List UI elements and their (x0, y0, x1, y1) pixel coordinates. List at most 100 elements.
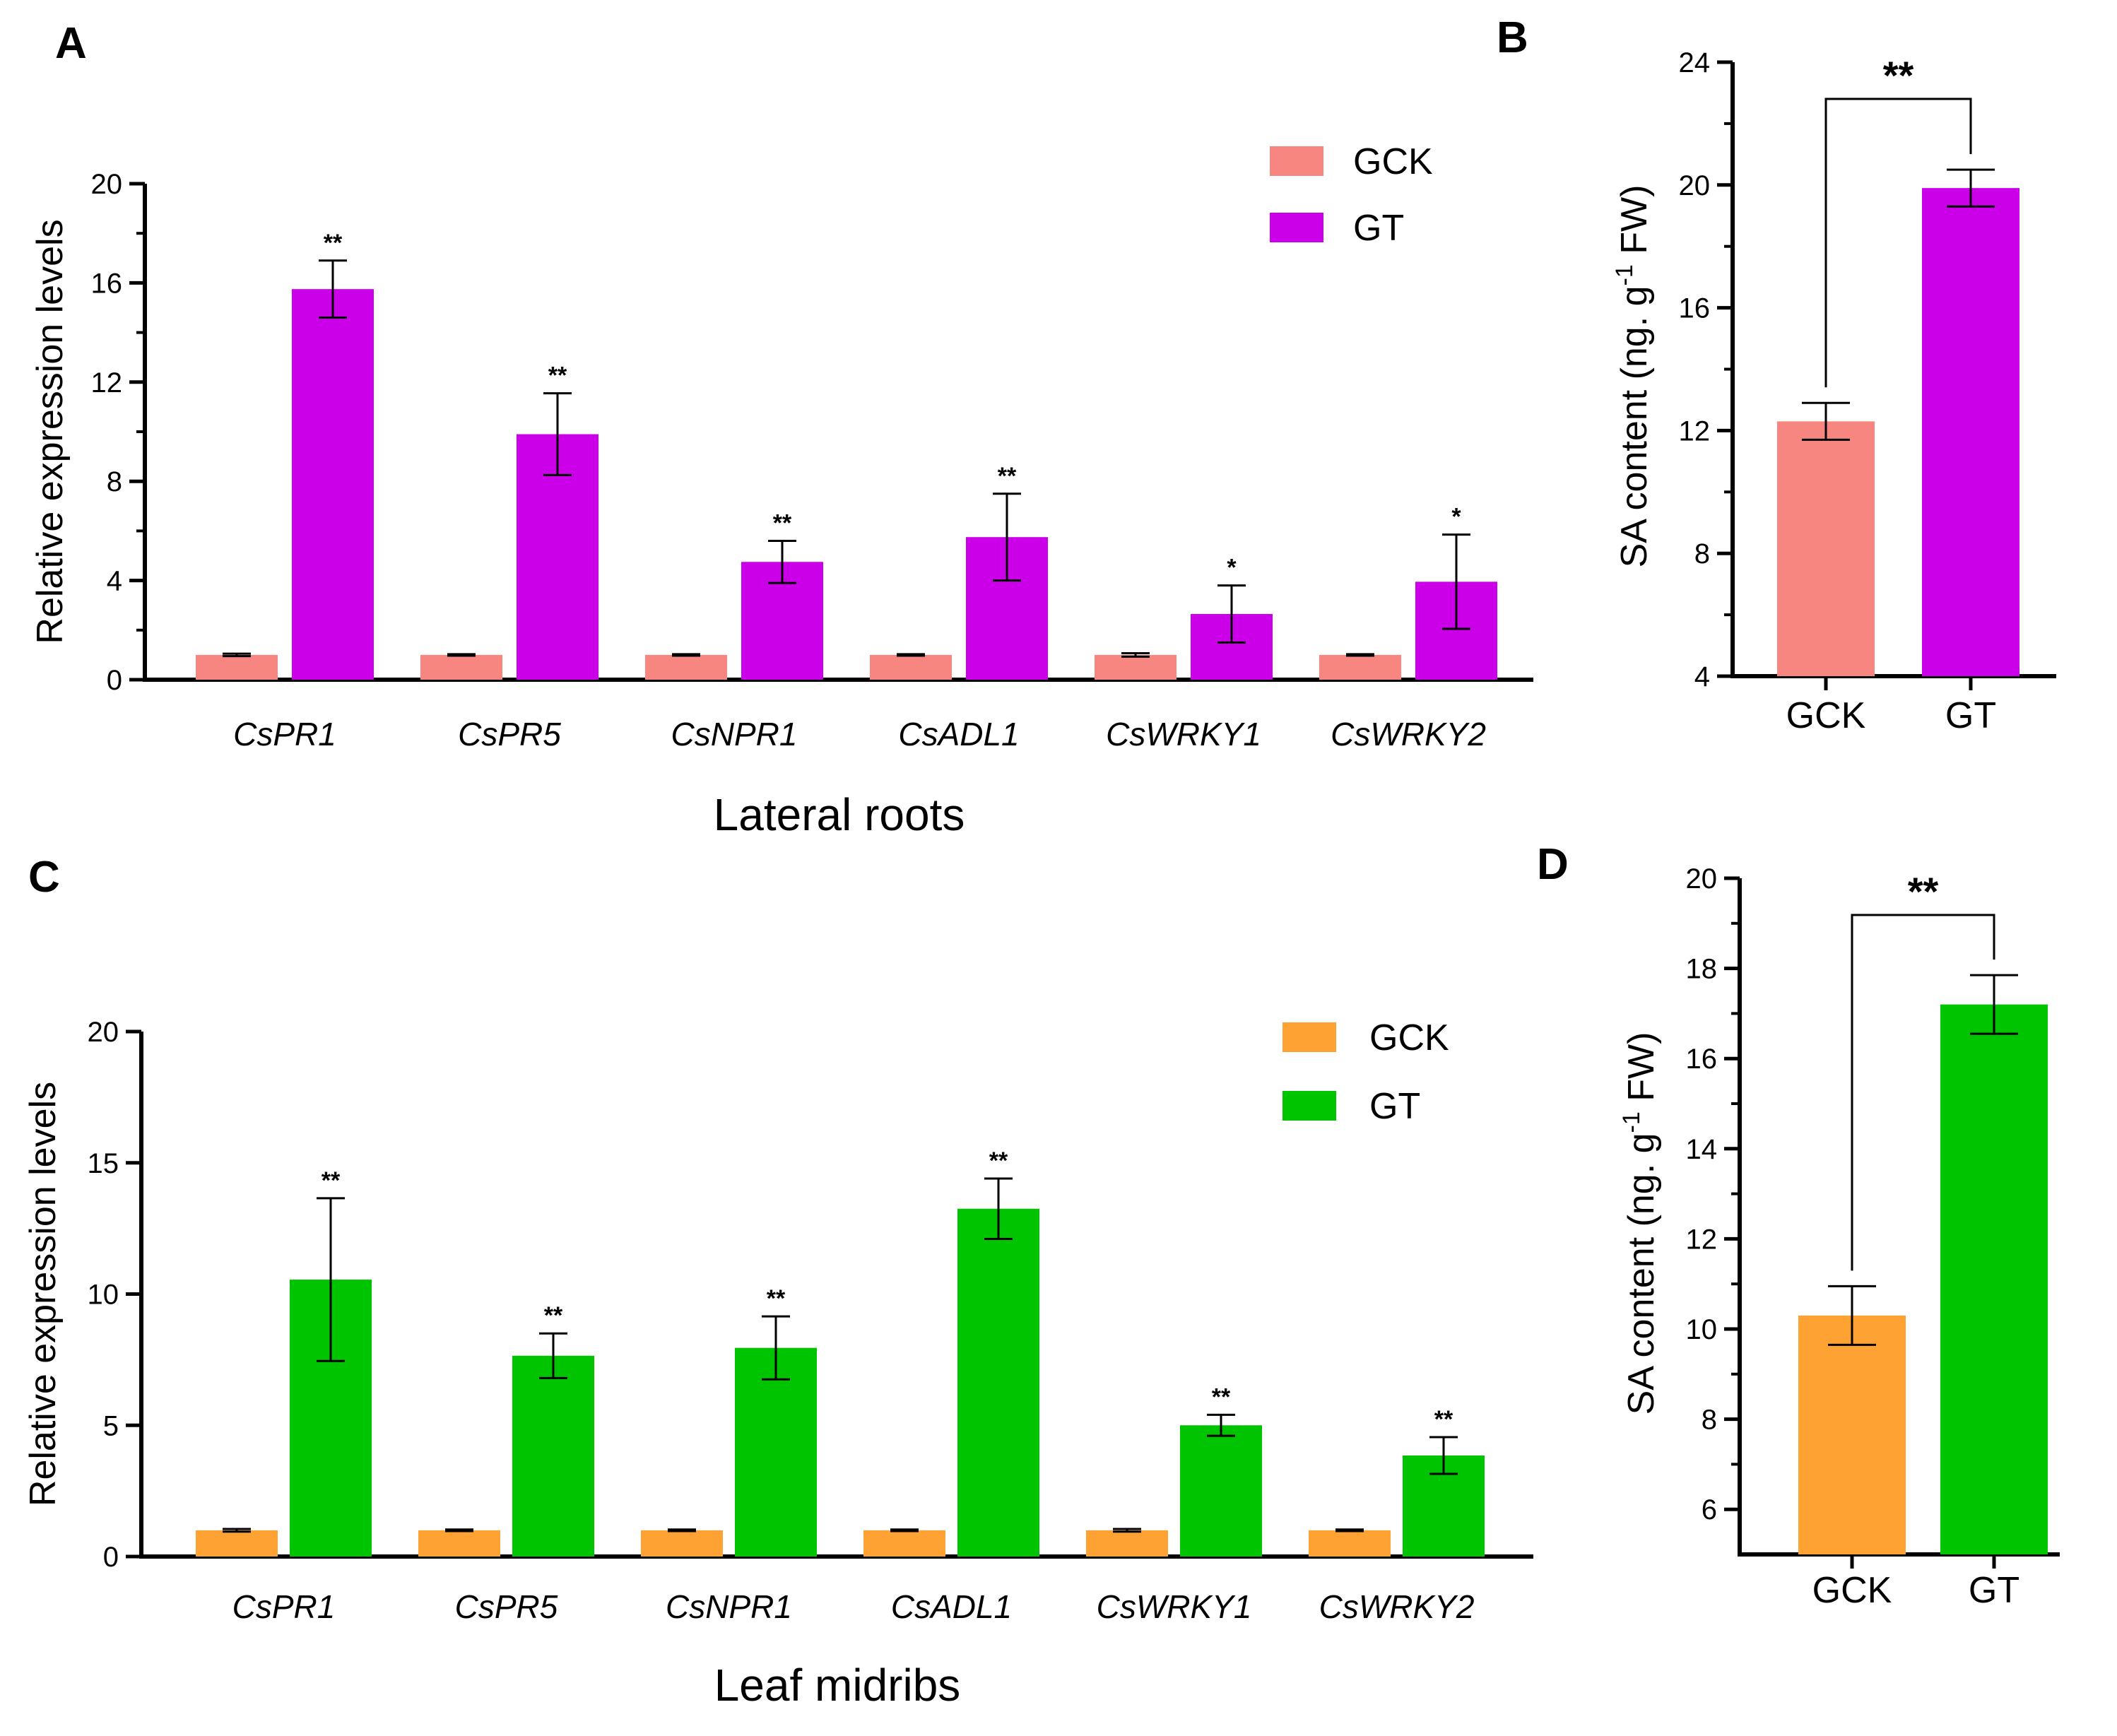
significance-marker: ** (322, 1167, 341, 1194)
bar-gck (1777, 421, 1875, 676)
significance-marker: ** (324, 230, 343, 256)
significance-marker: * (1227, 555, 1237, 581)
panel-d: D 6 8 10 12 14 16 18 20 GCK GT ** SA content (ng. g-… (1537, 840, 2060, 1611)
bar-gck-csadl1 (870, 654, 952, 680)
y-tick-label: 16 (1686, 1044, 1718, 1075)
x-axis-title: Leaf midribs (714, 1660, 961, 1711)
bar-gt-csnpr1 (735, 1347, 817, 1557)
y-axis-title-superscript: -1 (1618, 1111, 1645, 1133)
legend-label-gt: GT (1369, 1086, 1420, 1127)
y-axis-title: Relative expression levels (30, 219, 71, 644)
panel-b: B 4 8 12 16 20 24 GCK GT ** SA content (ng. g-1 FW… (1497, 13, 2056, 736)
x-category-label: CsWRKY2 (1331, 716, 1486, 752)
bar-gck-cswrky2 (1309, 1530, 1391, 1557)
bar-gck-cswrky1 (1095, 654, 1177, 680)
y-tick-label: 24 (1679, 47, 1711, 78)
y-tick-label: 15 (88, 1148, 119, 1179)
y-tick-label: 20 (1686, 863, 1718, 894)
bar-gt-cspr5 (512, 1355, 594, 1557)
legend-swatch-gt (1282, 1091, 1336, 1121)
y-axis-title-part: SA content (ng. g (1614, 285, 1655, 567)
x-category-label: CsWRKY1 (1106, 716, 1261, 752)
y-tick-label: 6 (1702, 1494, 1717, 1525)
y-tick-label: 12 (1686, 1224, 1718, 1255)
y-tick-label: 12 (1679, 415, 1711, 447)
significance-marker: ** (1908, 869, 1939, 914)
bar-gck-cspr1 (196, 1530, 278, 1557)
bar-gck-cspr1 (196, 654, 278, 680)
bar-gck (1798, 1315, 1906, 1554)
y-tick-label: 14 (1686, 1134, 1718, 1165)
x-category-label: CsPR1 (233, 716, 336, 752)
y-tick-label: 20 (1679, 170, 1711, 201)
bar-gck-cswrky2 (1319, 654, 1401, 680)
significance-marker: ** (767, 1285, 786, 1312)
bar-gck-csnpr1 (641, 1530, 723, 1557)
y-tick-label: 4 (1694, 661, 1710, 692)
y-tick-label: 0 (107, 665, 122, 696)
bar-gt (1940, 1004, 2048, 1554)
bar-gt (1922, 188, 2019, 676)
bar-gck-csadl1 (863, 1530, 945, 1557)
legend-swatch-gt (1270, 213, 1323, 242)
x-category-label: CsWRKY2 (1319, 1588, 1475, 1625)
legend-swatch-gck (1270, 146, 1323, 176)
significance-marker: ** (989, 1147, 1008, 1174)
legend-label-gt: GT (1353, 208, 1404, 249)
y-tick-label: 16 (91, 268, 123, 299)
x-axis-title: Lateral roots (714, 789, 965, 840)
y-tick-label: 16 (1679, 293, 1711, 324)
significance-marker: ** (773, 509, 792, 536)
panel-letter: A (55, 19, 87, 68)
significance-bracket (1824, 98, 1972, 388)
y-tick-label: 10 (1686, 1314, 1718, 1345)
panel-letter: D (1537, 840, 1569, 889)
panel-letter: C (28, 853, 60, 902)
x-category-label: CsNPR1 (671, 716, 798, 752)
bar-gt-csadl1 (957, 1208, 1039, 1557)
significance-marker: ** (1883, 53, 1914, 98)
y-tick-label: 8 (1694, 538, 1710, 569)
bar-gt-cspr1 (292, 289, 374, 680)
bar-gck-cswrky1 (1086, 1530, 1168, 1557)
x-category-label: CsNPR1 (666, 1588, 792, 1625)
y-tick-label: 20 (91, 169, 123, 200)
significance-marker: ** (1434, 1406, 1453, 1433)
y-tick-label: 4 (107, 566, 122, 597)
y-tick-label: 8 (107, 466, 122, 497)
y-axis-title: Relative expression levels (23, 1082, 64, 1506)
significance-marker: * (1451, 504, 1461, 531)
significance-bracket (1851, 914, 1995, 1271)
legend-swatch-gck (1282, 1022, 1336, 1052)
x-category-label: GT (1969, 1570, 2019, 1611)
panel-c: C 0 5 10 15 20 ** CsPR1 ** CsPR5 ** CsNPR1 ** CsADL1 *… (23, 853, 1533, 1711)
legend-label-gck: GCK (1369, 1017, 1449, 1058)
y-axis-title-part: FW) (1621, 1032, 1662, 1112)
x-category-label: GCK (1812, 1570, 1892, 1611)
y-tick-label: 5 (103, 1410, 119, 1441)
significance-marker: ** (544, 1302, 563, 1329)
y-tick-label: 18 (1686, 954, 1718, 985)
x-category-label: GCK (1786, 695, 1866, 736)
y-tick-label: 10 (88, 1280, 119, 1311)
x-category-label: CsPR1 (232, 1588, 336, 1625)
x-category-label: CsADL1 (898, 716, 1019, 752)
y-axis-title: SA content (ng. g-1 FW) (1618, 1032, 1662, 1415)
bar-gck-csnpr1 (645, 654, 727, 680)
panel-letter: B (1497, 13, 1528, 62)
y-axis-title-part: SA content (ng. g (1621, 1133, 1662, 1415)
y-axis-title: SA content (ng. g-1 FW) (1611, 185, 1655, 568)
x-category-label: CsWRKY1 (1097, 1588, 1252, 1625)
x-category-label: CsPR5 (458, 716, 561, 752)
y-axis-title-superscript: -1 (1611, 264, 1638, 285)
y-tick-label: 12 (91, 367, 123, 398)
bar-gck-cspr5 (420, 654, 502, 680)
y-tick-label: 20 (88, 1017, 119, 1048)
significance-marker: ** (548, 362, 567, 389)
significance-marker: ** (1212, 1383, 1231, 1410)
x-category-label: CsADL1 (891, 1588, 1012, 1625)
x-category-label: GT (1945, 695, 1996, 736)
bar-gck-cspr5 (418, 1530, 500, 1557)
significance-marker: ** (998, 463, 1017, 490)
